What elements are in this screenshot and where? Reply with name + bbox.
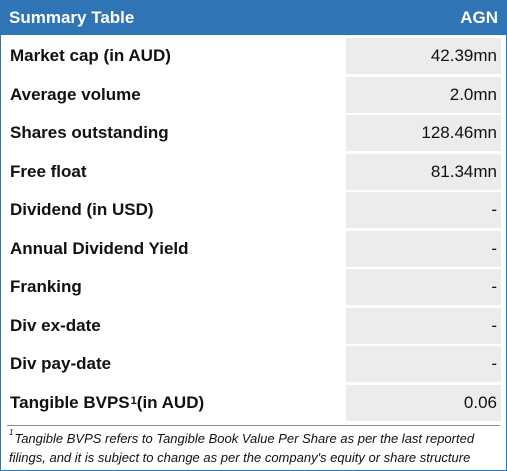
row-label: Market cap (in AUD) xyxy=(6,38,343,74)
row-value: 81.34mn xyxy=(346,153,501,190)
table-body: Market cap (in AUD) 42.39mn Average volu… xyxy=(1,38,506,421)
table-row: Dividend (in USD) - xyxy=(6,192,501,228)
footnote-marker: 1 xyxy=(9,428,14,438)
ticker-label: AGN xyxy=(460,8,498,27)
table-row: Div ex-date - xyxy=(6,307,501,344)
table-title: Summary Table xyxy=(9,8,135,27)
footnote: 1Tangible BVPS refers to Tangible Book V… xyxy=(1,426,506,467)
row-label: Franking xyxy=(6,269,343,305)
row-label: Div ex-date xyxy=(6,307,343,344)
table-row: Free float 81.34mn xyxy=(6,153,501,190)
footnote-divider xyxy=(7,424,500,426)
row-value: 128.46mn xyxy=(346,115,501,151)
table-row: Average volume 2.0mn xyxy=(6,76,501,113)
row-value: - xyxy=(346,230,501,267)
row-value: 42.39mn xyxy=(346,38,501,74)
table-row: Market cap (in AUD) 42.39mn xyxy=(6,38,501,74)
row-value: - xyxy=(346,307,501,344)
footnote-line-1: 1Tangible BVPS refers to Tangible Book V… xyxy=(9,429,498,448)
row-value: - xyxy=(346,269,501,305)
row-label: Free float xyxy=(6,153,343,190)
row-label: Tangible BVPS 1 (in AUD) xyxy=(6,384,343,421)
row-label: Dividend (in USD) xyxy=(6,192,343,228)
row-label: Shares outstanding xyxy=(6,115,343,151)
table-row: Div pay-date - xyxy=(6,346,501,382)
row-value: 0.06 xyxy=(346,384,501,421)
row-label-suffix: (in AUD) xyxy=(136,392,205,412)
table-row: Tangible BVPS 1 (in AUD) 0.06 xyxy=(6,384,501,421)
table-row: Annual Dividend Yield - xyxy=(6,230,501,267)
row-value: - xyxy=(346,346,501,382)
row-label: Annual Dividend Yield xyxy=(6,230,343,267)
row-label: Average volume xyxy=(6,76,343,113)
row-value: 2.0mn xyxy=(346,76,501,113)
row-label-text: Tangible BVPS xyxy=(10,392,130,412)
table-header: Summary Table AGN xyxy=(1,1,506,35)
footnote-line-2: filings, and it is subject to change as … xyxy=(9,449,471,465)
row-label: Div pay-date xyxy=(6,346,343,382)
row-value: - xyxy=(346,192,501,228)
footnote-text-1: Tangible BVPS refers to Tangible Book Va… xyxy=(14,430,475,446)
table-row: Franking - xyxy=(6,269,501,305)
table-row: Shares outstanding 128.46mn xyxy=(6,115,501,151)
